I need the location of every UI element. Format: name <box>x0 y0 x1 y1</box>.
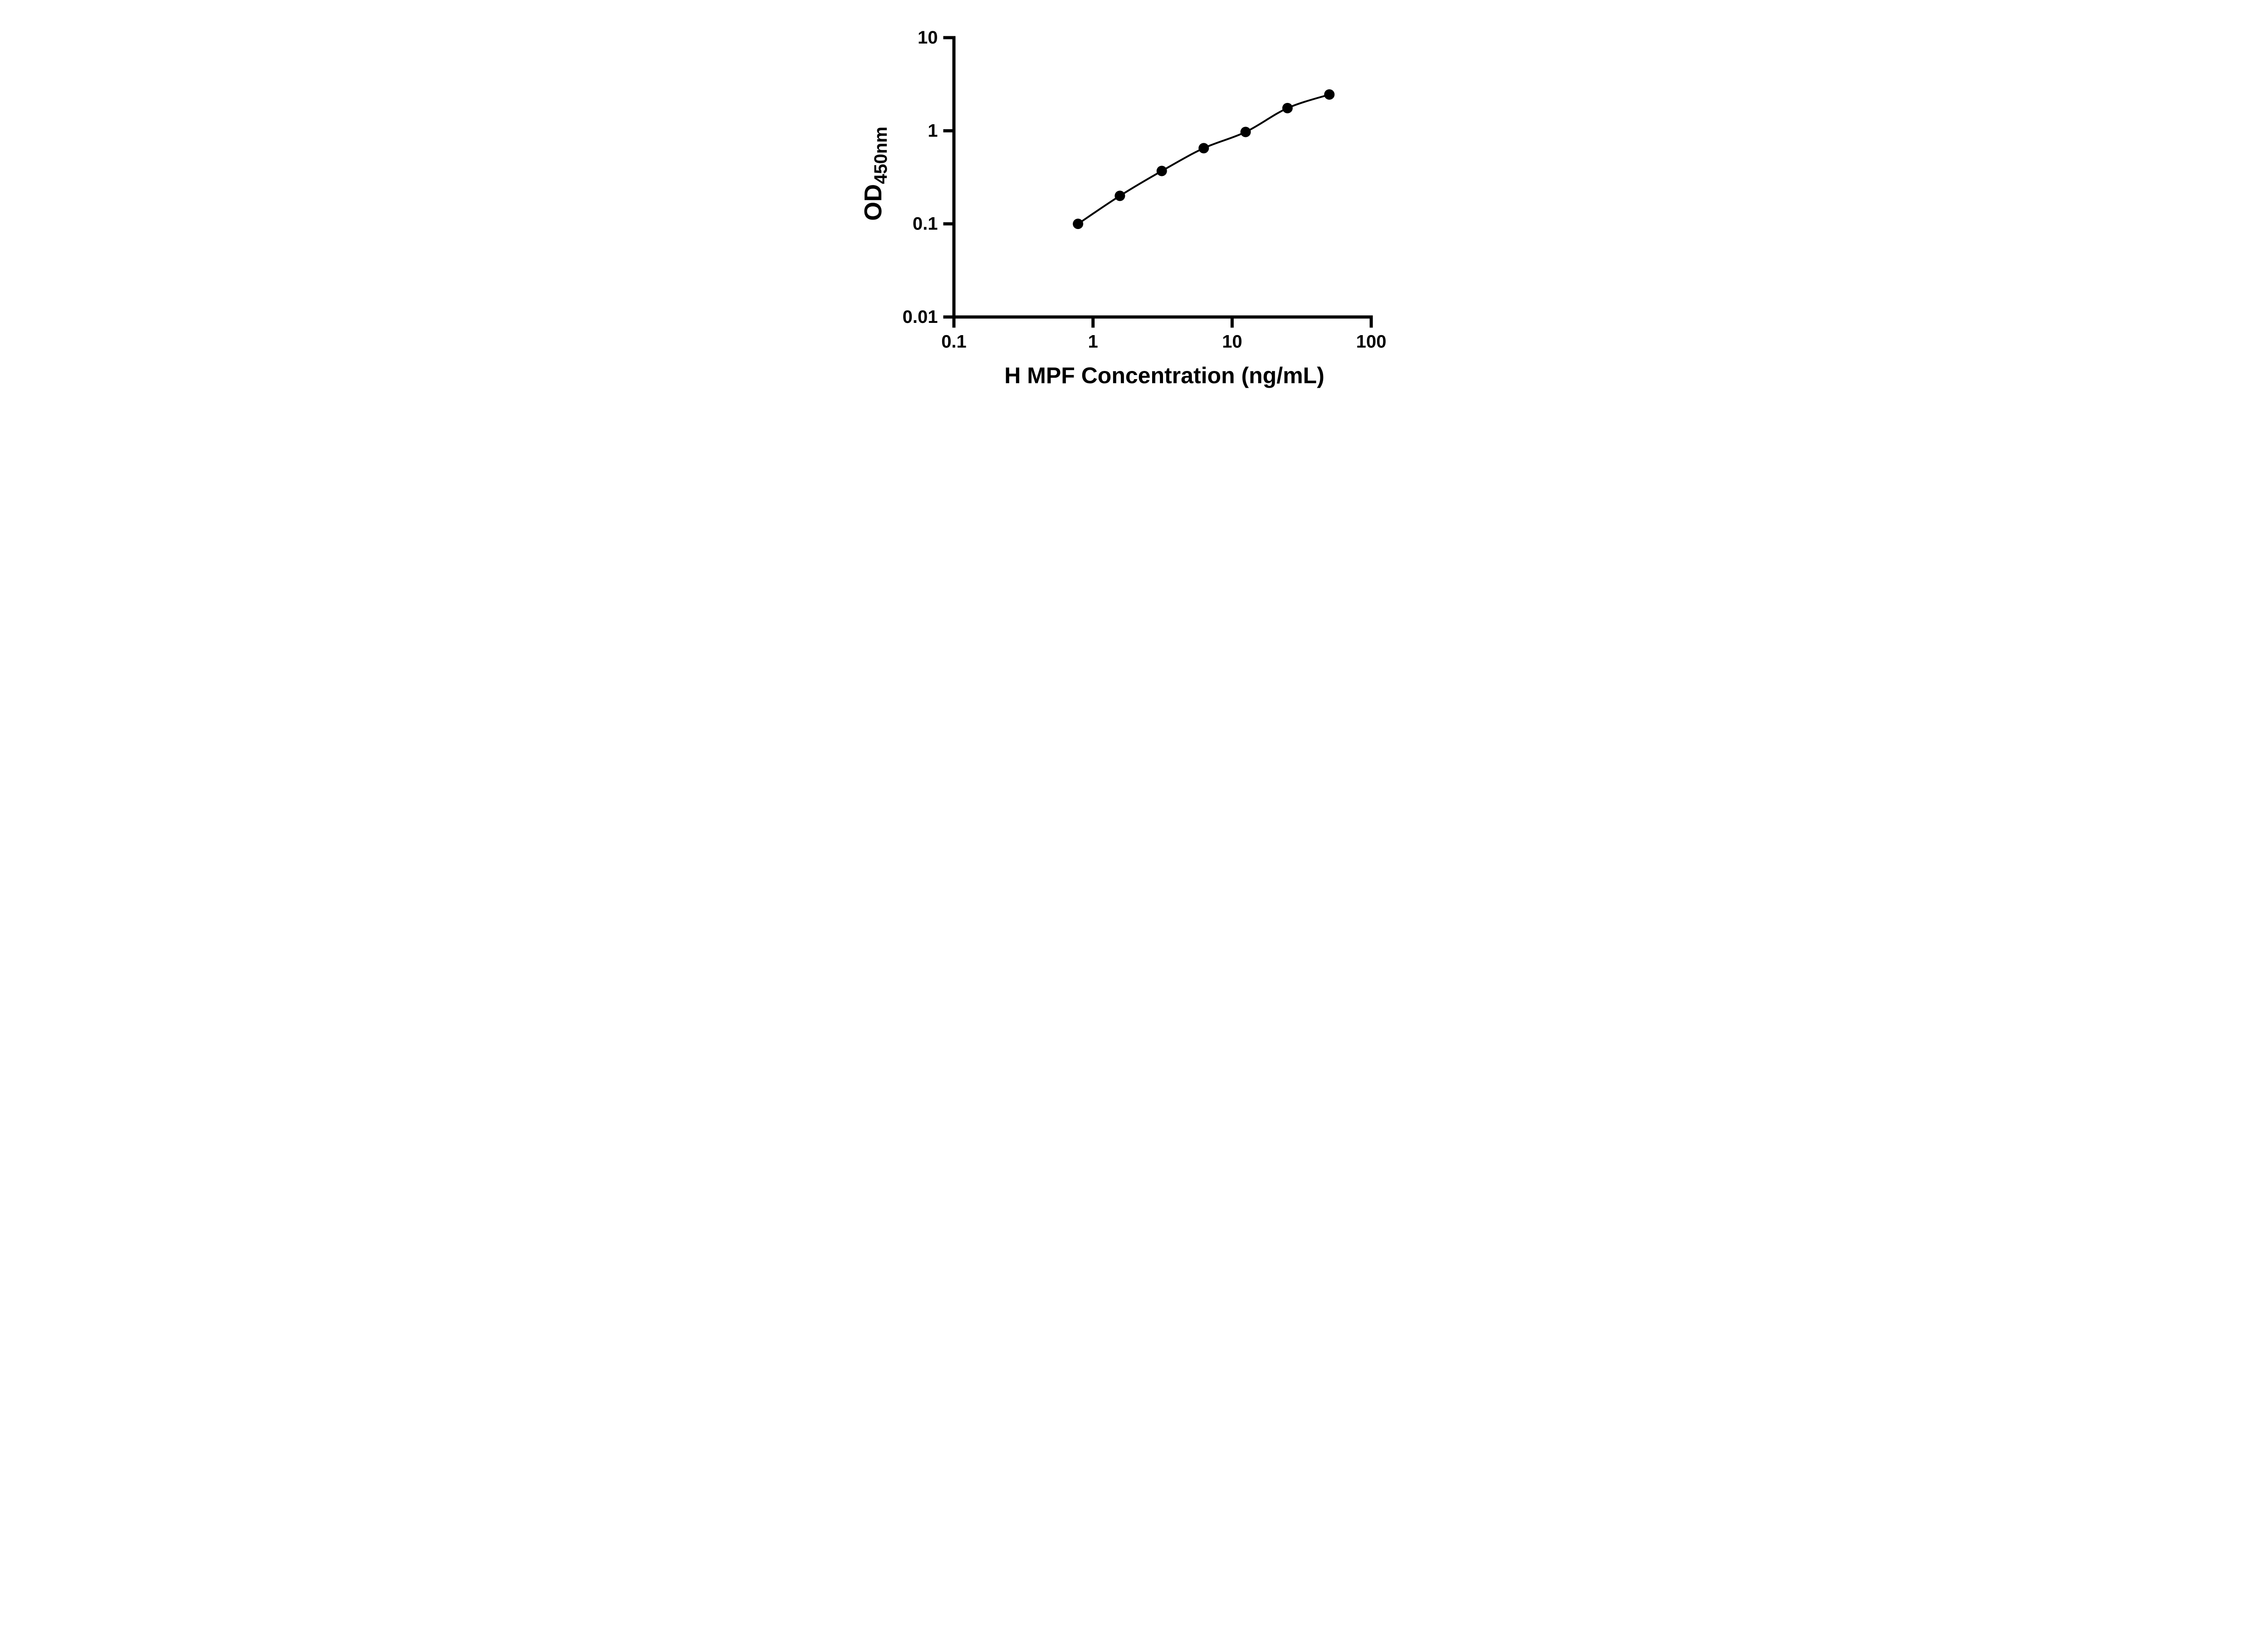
y-tick-label: 0.1 <box>913 214 938 234</box>
y-axis-title-subscript: 450nm <box>871 127 891 184</box>
data-point <box>1282 102 1293 113</box>
y-tick-label: 10 <box>918 28 938 48</box>
y-axis-title-main: OD <box>860 184 887 221</box>
y-tick-label: 0.01 <box>903 307 938 327</box>
figure-canvas: 0.1 1 10 100 0.01 0.1 1 10 H MPF Concentration … <box>842 0 1426 410</box>
data-point <box>1198 143 1209 154</box>
y-tick-label: 1 <box>928 121 938 141</box>
plot-series <box>1073 89 1335 229</box>
x-tick-label: 10 <box>1222 332 1242 352</box>
x-tick-label: 100 <box>1356 332 1387 352</box>
y-axis-title: OD450nm <box>860 127 891 221</box>
data-point <box>1240 127 1251 137</box>
data-point <box>1156 166 1167 176</box>
data-point <box>1114 190 1125 201</box>
x-axis-title: H MPF Concentration (ng/mL) <box>1004 363 1325 388</box>
data-point <box>1073 219 1084 229</box>
x-tick-label: 0.1 <box>941 332 967 352</box>
axis-spine <box>952 36 1373 319</box>
curve-line <box>1077 93 1330 225</box>
x-tick-label: 1 <box>1088 332 1098 352</box>
data-point <box>1324 89 1335 100</box>
